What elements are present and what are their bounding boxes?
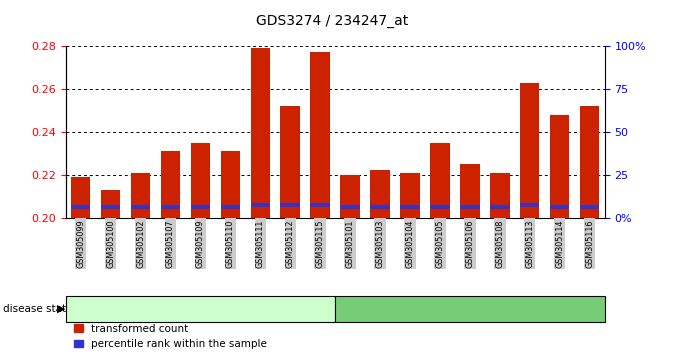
Text: GSM305106: GSM305106 — [465, 219, 475, 268]
Text: GSM305104: GSM305104 — [406, 219, 415, 268]
Text: GDS3274 / 234247_at: GDS3274 / 234247_at — [256, 14, 408, 28]
Bar — [161, 151, 180, 218]
Bar — [191, 143, 210, 218]
Bar — [220, 205, 240, 209]
Bar — [71, 177, 91, 218]
Bar — [281, 203, 300, 207]
Bar — [400, 205, 419, 209]
Bar — [430, 205, 450, 209]
Bar — [310, 203, 330, 207]
Bar — [101, 205, 120, 209]
Bar — [131, 173, 150, 218]
Text: GSM305115: GSM305115 — [316, 219, 325, 268]
Text: chromophobe renal cell carcinoma: chromophobe renal cell carcinoma — [373, 304, 567, 314]
Bar — [580, 106, 599, 218]
Text: GSM305113: GSM305113 — [525, 219, 534, 268]
Bar — [341, 205, 360, 209]
Bar — [520, 203, 540, 207]
Bar — [161, 205, 180, 209]
Bar — [251, 203, 270, 207]
Bar — [490, 173, 509, 218]
Text: oncocytoma: oncocytoma — [167, 304, 234, 314]
Text: GSM305107: GSM305107 — [166, 219, 175, 268]
Bar — [430, 143, 450, 218]
Text: GSM305111: GSM305111 — [256, 219, 265, 268]
Bar — [191, 205, 210, 209]
Bar — [520, 82, 540, 218]
Text: GSM305099: GSM305099 — [76, 219, 85, 268]
Text: GSM305100: GSM305100 — [106, 219, 115, 268]
Bar — [251, 48, 270, 218]
Legend: transformed count, percentile rank within the sample: transformed count, percentile rank withi… — [75, 324, 267, 349]
Bar — [460, 164, 480, 218]
Bar — [370, 205, 390, 209]
Bar — [460, 205, 480, 209]
Bar — [281, 106, 300, 218]
Bar — [370, 171, 390, 218]
Text: GSM305110: GSM305110 — [226, 219, 235, 268]
Bar — [310, 52, 330, 218]
Text: GSM305114: GSM305114 — [555, 219, 565, 268]
Text: GSM305105: GSM305105 — [435, 219, 444, 268]
Text: GSM305102: GSM305102 — [136, 219, 145, 268]
Bar — [101, 190, 120, 218]
Bar — [550, 115, 569, 218]
Text: disease state: disease state — [3, 304, 73, 314]
Bar — [550, 205, 569, 209]
Text: ▶: ▶ — [57, 304, 66, 314]
Bar — [400, 173, 419, 218]
Text: GSM305108: GSM305108 — [495, 219, 504, 268]
Bar — [131, 205, 150, 209]
Text: GSM305103: GSM305103 — [375, 219, 385, 268]
Bar — [220, 151, 240, 218]
Text: GSM305116: GSM305116 — [585, 219, 594, 268]
Bar — [341, 175, 360, 218]
Bar — [71, 205, 91, 209]
Text: GSM305112: GSM305112 — [285, 219, 295, 268]
Text: GSM305101: GSM305101 — [346, 219, 354, 268]
Bar — [580, 205, 599, 209]
Bar — [490, 205, 509, 209]
Text: GSM305109: GSM305109 — [196, 219, 205, 268]
